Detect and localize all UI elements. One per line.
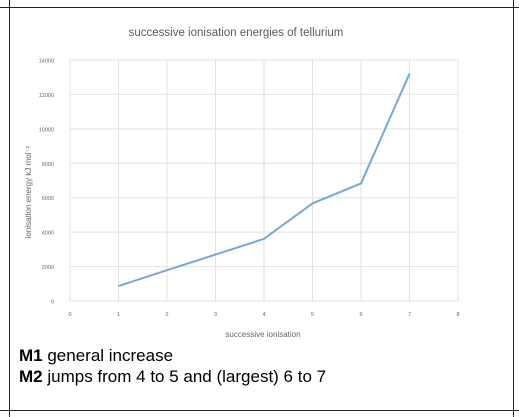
y-tick-label: 14000 (39, 59, 54, 65)
y-tick-label: 10000 (39, 127, 54, 133)
mark-label-m1: M1 (19, 346, 43, 365)
x-axis-label: successive ionisation (225, 330, 300, 339)
y-tick-label: 8000 (42, 162, 54, 168)
y-tick-label: 2000 (42, 265, 54, 271)
chart-grid (69, 59, 459, 302)
mark-label-m2: M2 (19, 367, 43, 386)
x-axis-ticks: 0 1 2 3 4 5 6 7 8 (68, 312, 459, 318)
x-tick-label: 8 (456, 312, 459, 318)
chart-series (118, 73, 411, 287)
table-bottom-border (0, 410, 519, 411)
y-tick-label: 0 (51, 300, 54, 306)
mark-text-m2: jumps from 4 to 5 and (largest) 6 to 7 (42, 367, 327, 386)
y-tick-label: 6000 (42, 196, 54, 202)
x-tick-label: 4 (262, 312, 265, 318)
series-line (118, 73, 411, 287)
x-tick-label: 3 (214, 312, 217, 318)
y-axis-ticks: 0 2000 4000 6000 8000 10000 12000 14000 (39, 59, 54, 306)
y-tick-label: 12000 (39, 93, 54, 99)
x-tick-label: 2 (165, 312, 168, 318)
mark-text-m1: general increase (42, 346, 174, 365)
x-tick-label: 1 (117, 312, 120, 318)
y-tick-label: 4000 (42, 231, 54, 237)
table-right-border (513, 0, 514, 417)
y-axis-label: ionisation energy kJ mol⁻¹ (24, 145, 33, 238)
mark-line-m2: M2 jumps from 4 to 5 and (largest) 6 to … (19, 366, 326, 387)
chart-container: successive ionisation energies of tellur… (12, 12, 478, 342)
line-chart: successive ionisation energies of tellur… (24, 27, 460, 339)
chart-title: successive ionisation energies of tellur… (129, 27, 344, 39)
x-tick-label: 7 (408, 312, 411, 318)
table-top-border (0, 7, 519, 8)
mark-scheme: M1 general increase M2 jumps from 4 to 5… (19, 345, 326, 387)
x-tick-label: 5 (311, 312, 314, 318)
table-left-border (9, 0, 10, 417)
x-tick-label: 0 (68, 312, 71, 318)
x-tick-label: 6 (359, 312, 362, 318)
mark-line-m1: M1 general increase (19, 345, 326, 366)
